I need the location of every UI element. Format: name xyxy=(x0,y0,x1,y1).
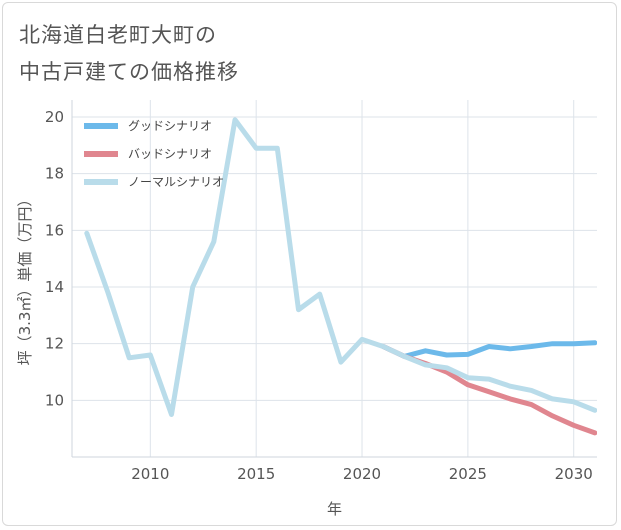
y-tick-labels: 10 12 14 16 18 20 xyxy=(45,108,64,409)
series-line-2 xyxy=(84,117,597,417)
legend-label-2: ノーマルシナリオ xyxy=(128,175,224,189)
y-tick-label-3: 16 xyxy=(45,221,64,239)
series-layer xyxy=(84,117,597,436)
legend-label-0: グッドシナリオ xyxy=(128,119,212,133)
y-axis-label: 坪（3.3㎡）単価（万円） xyxy=(16,192,34,366)
chart-title: 北海道白老町大町の 中古戸建ての価格推移 xyxy=(19,17,239,91)
y-tick-label-1: 12 xyxy=(45,335,64,353)
chart-title-line-2: 中古戸建ての価格推移 xyxy=(19,60,239,84)
x-tick-label-2: 2020 xyxy=(343,465,381,483)
y-tick-label-5: 20 xyxy=(45,108,64,126)
grid-lines xyxy=(72,100,597,457)
y-tick-label-4: 18 xyxy=(45,165,64,183)
chart-title-line-1: 北海道白老町大町の xyxy=(19,23,217,47)
plot-frame xyxy=(71,100,597,458)
series-line-0 xyxy=(380,340,597,359)
x-tick-label-4: 2030 xyxy=(555,465,593,483)
x-tick-label-1: 2015 xyxy=(237,465,275,483)
chart-card: 北海道白老町大町の 中古戸建ての価格推移 xyxy=(2,2,617,526)
y-tick-label-0: 10 xyxy=(45,391,64,409)
x-tick-labels: 2010 2015 2020 2025 2030 xyxy=(131,465,593,483)
x-tick-label-3: 2025 xyxy=(449,465,487,483)
legend-label-1: バッドシナリオ xyxy=(128,147,212,161)
x-axis-label: 年 xyxy=(327,500,342,518)
y-tick-label-2: 14 xyxy=(45,278,64,296)
x-tick-label-0: 2010 xyxy=(131,465,169,483)
